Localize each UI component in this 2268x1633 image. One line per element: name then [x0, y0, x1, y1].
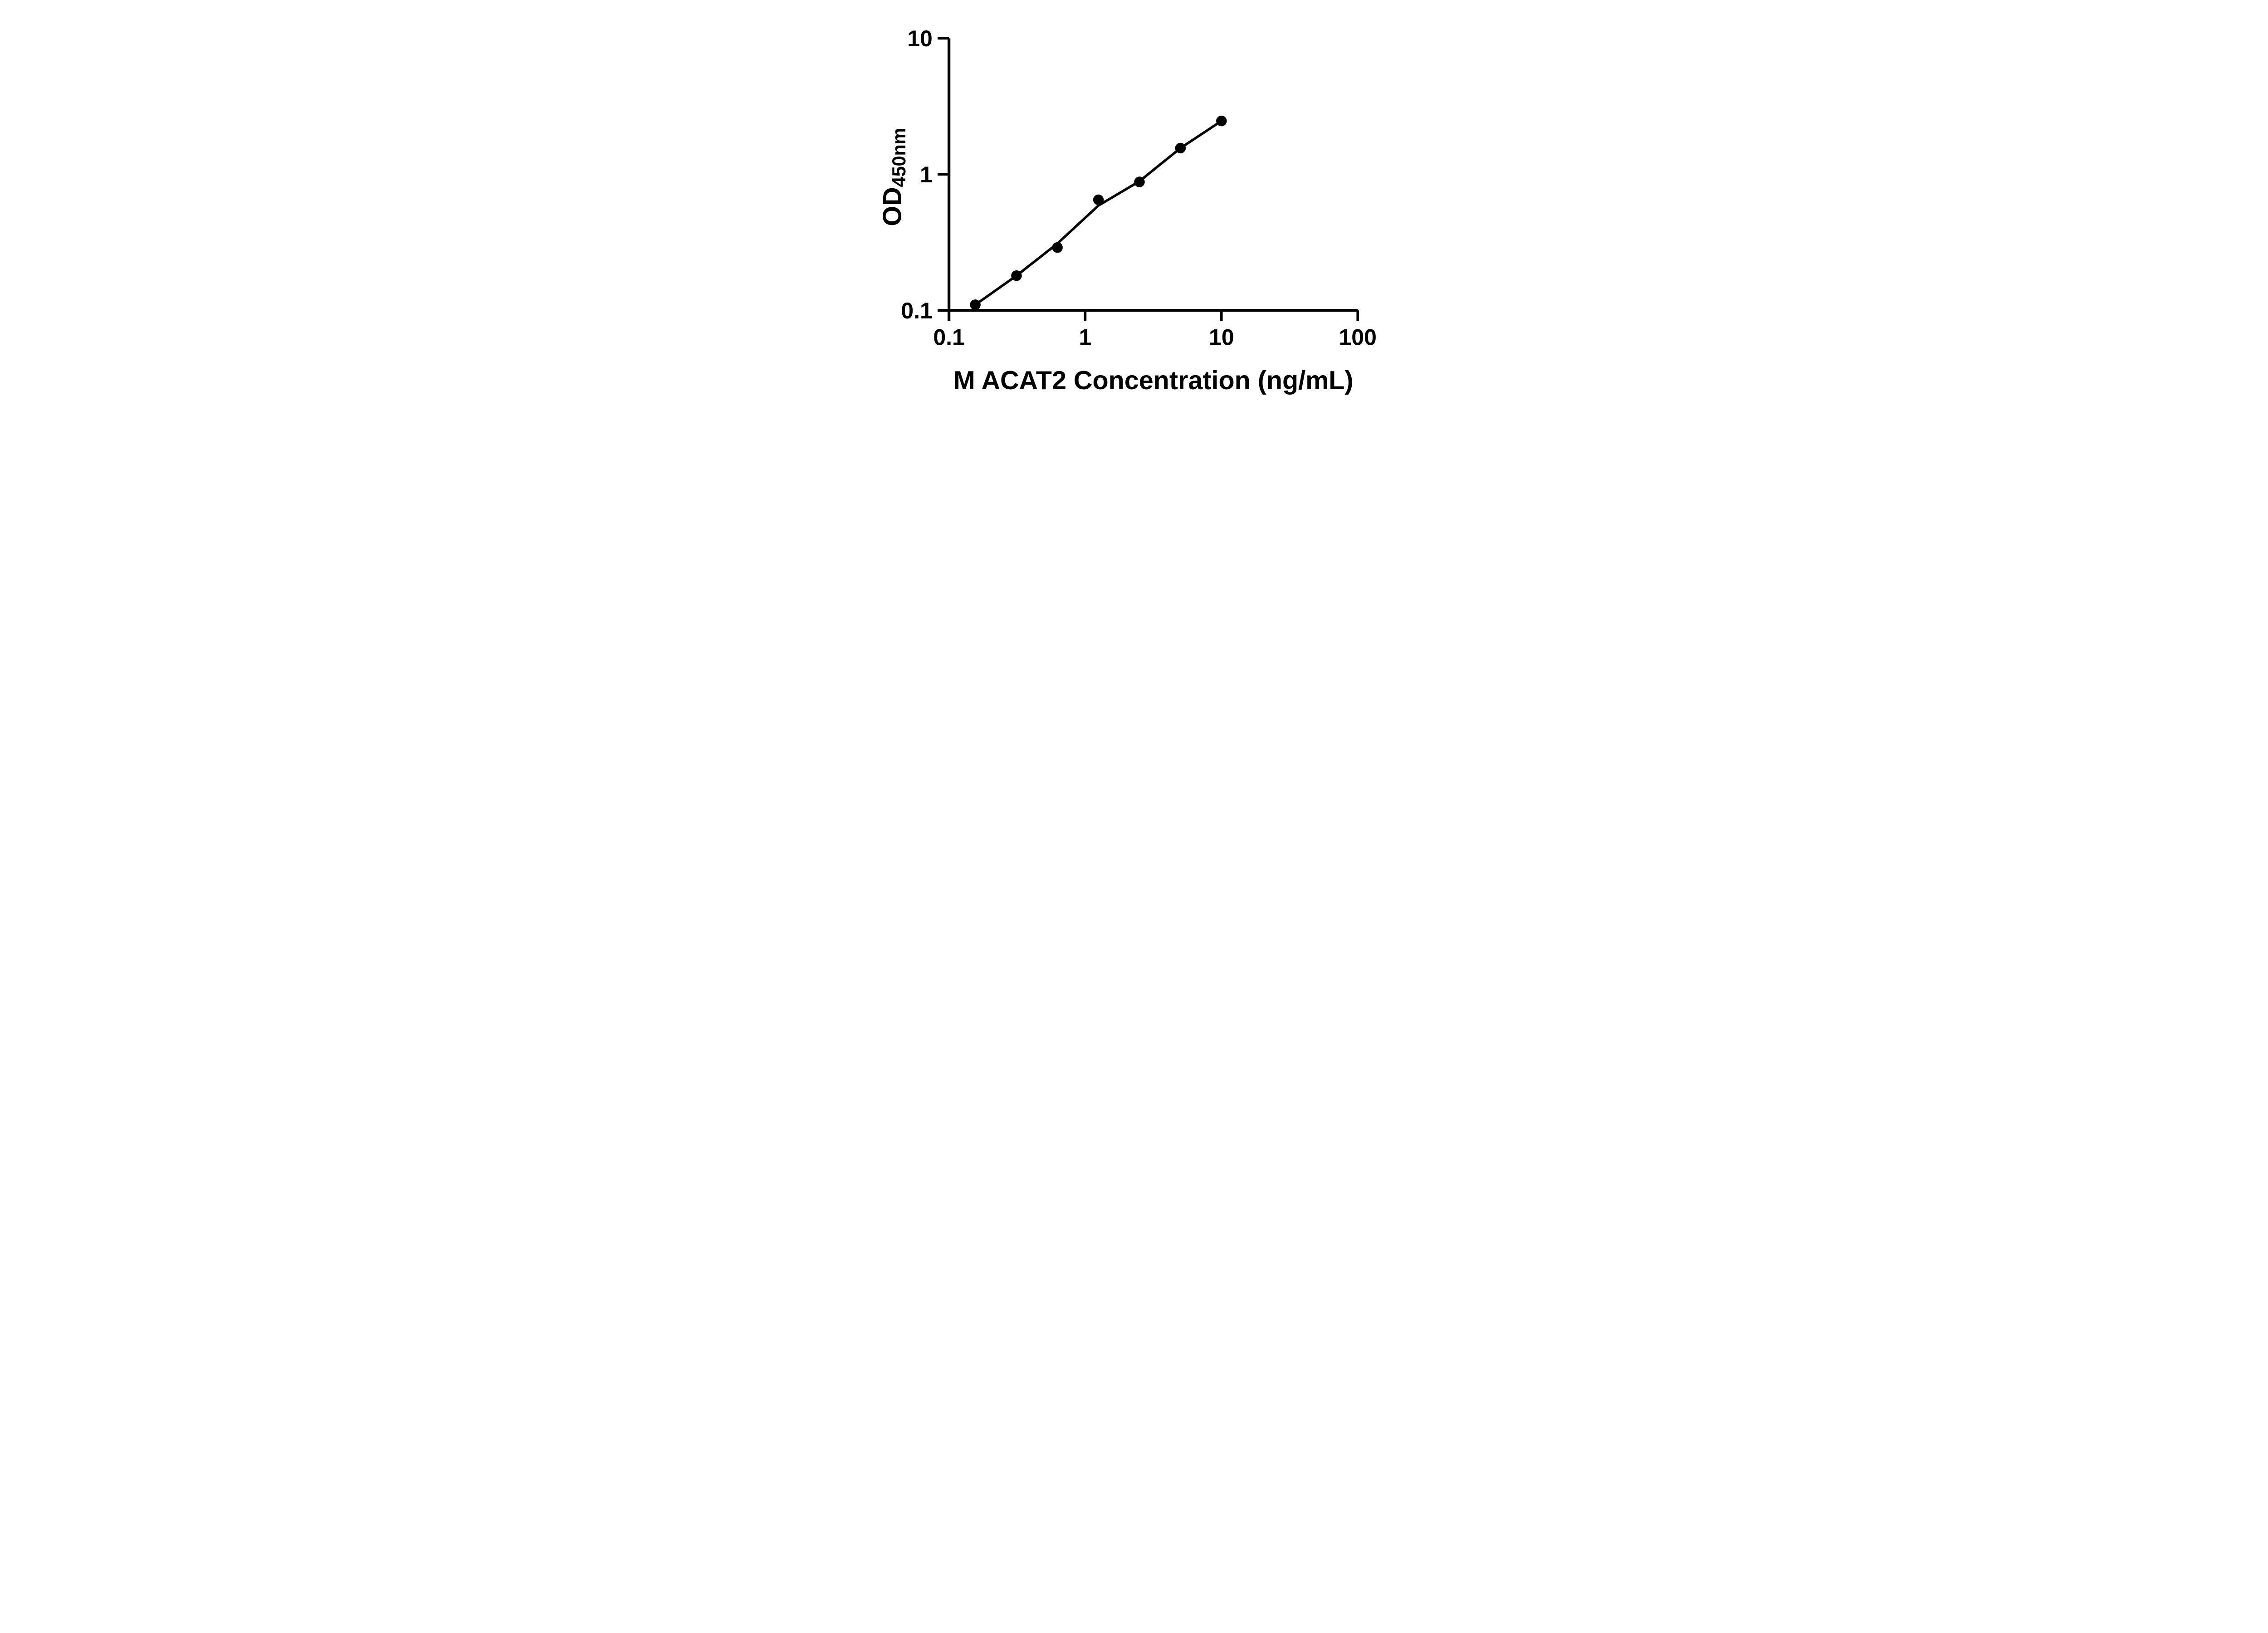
- y-tick-label: 0.1: [901, 298, 933, 323]
- ticks-group: 0.1 1 10 0.1 1 10 100: [901, 26, 1377, 350]
- data-point: [1011, 270, 1022, 281]
- x-tick-label: 0.1: [933, 325, 965, 350]
- y-tick-label: 1: [920, 162, 933, 187]
- y-axis-title-main: OD: [878, 187, 907, 226]
- data-point: [1175, 142, 1186, 154]
- data-point: [1134, 176, 1145, 187]
- chart-canvas: 0.1 1 10 0.1 1 10 100 M ACAT2 Concentration (ng…: [848, 0, 1420, 409]
- data-point: [1216, 115, 1227, 127]
- elisa-standard-curve-figure: 0.1 1 10 0.1 1 10 100 M ACAT2 Concentration (ng…: [848, 0, 1420, 409]
- x-tick-label: 1: [1079, 325, 1092, 350]
- data-point: [1093, 194, 1104, 205]
- x-tick-label: 10: [1209, 325, 1234, 350]
- x-tick-label: 100: [1339, 325, 1376, 350]
- data-point: [1052, 242, 1063, 253]
- axes-group: [938, 38, 1358, 322]
- data-points-group: [970, 115, 1227, 310]
- data-point: [970, 299, 981, 310]
- x-axis-title: M ACAT2 Concentration (ng/mL): [953, 366, 1354, 395]
- y-axis-title: OD450nm: [878, 128, 910, 226]
- y-axis-title-subscript: 450nm: [889, 128, 909, 187]
- y-tick-label: 10: [907, 26, 933, 51]
